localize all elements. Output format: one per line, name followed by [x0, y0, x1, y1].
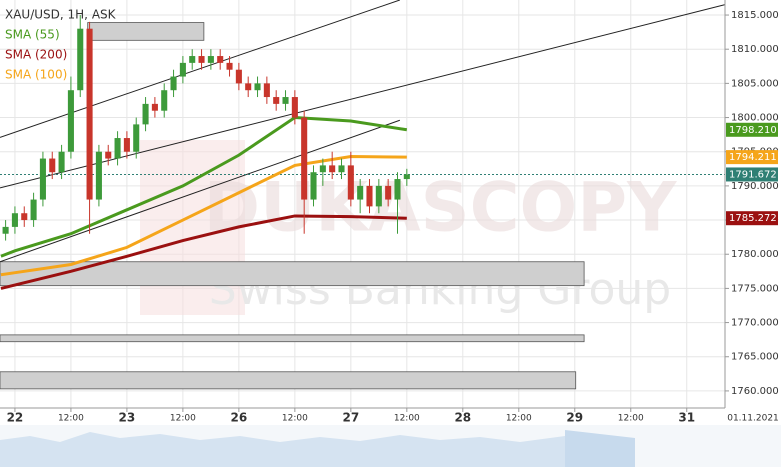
candle-body — [235, 69, 242, 84]
navigator-area — [0, 432, 565, 467]
candle-body — [179, 62, 186, 77]
y-tick-label: 1815.000 — [731, 10, 779, 21]
candle-body — [105, 151, 112, 159]
candle-body — [198, 56, 205, 63]
legend-entry: SMA (100) — [5, 68, 67, 82]
candle-body — [366, 185, 373, 207]
candle-body — [39, 158, 46, 200]
candle-body — [67, 90, 74, 152]
candle-body — [403, 174, 410, 180]
y-tick-label: 1760.000 — [731, 386, 779, 397]
x-tick-label: 29 — [566, 411, 583, 425]
date-label: 01.11.2021 — [727, 414, 779, 424]
candle-body — [301, 117, 308, 200]
candle-body — [142, 103, 149, 125]
candle-body — [375, 185, 382, 207]
legend-entry: SMA (55) — [5, 28, 60, 42]
legend-title: XAU/USD, 1H, ASK — [5, 8, 117, 22]
price-tag-label: 1791.672 — [729, 169, 777, 180]
y-tick-label: 1765.000 — [731, 352, 779, 363]
candle-body — [245, 83, 252, 91]
zone — [0, 334, 585, 343]
candle-body — [161, 90, 168, 111]
candle-body — [58, 151, 65, 173]
legend-entry: SMA (200) — [5, 48, 67, 62]
candle-body — [114, 138, 121, 159]
candle-body — [2, 226, 9, 234]
candle-body — [291, 97, 298, 118]
x-tick-label: 22 — [7, 411, 24, 425]
y-tick-label: 1805.000 — [731, 78, 779, 89]
candle-body — [133, 124, 140, 152]
candle-body — [189, 56, 196, 63]
x-tick-label: 27 — [342, 411, 359, 425]
candle-body — [347, 165, 354, 200]
candle-body — [21, 213, 28, 221]
x-tick-label: 12:00 — [170, 414, 196, 424]
candle-body — [217, 56, 224, 63]
candle-body — [273, 97, 280, 104]
axes: 1760.000 1765.000 1770.000 1775.000 1780.000… — [7, 10, 779, 424]
price-tag-label: 1785.272 — [729, 213, 777, 224]
price-tag — [726, 167, 778, 182]
candle-body — [30, 199, 37, 221]
price-tag — [726, 122, 778, 137]
watermark-text: DUKASCOPY — [204, 169, 678, 248]
candle-body — [394, 179, 401, 200]
candle-body — [357, 185, 364, 200]
sma-line — [0, 214, 407, 290]
x-tick-label: 12:00 — [282, 414, 308, 424]
navigator — [0, 425, 781, 467]
navigator-window — [565, 430, 635, 467]
candle-body — [282, 97, 289, 104]
candle-body — [207, 56, 214, 63]
candle-body — [310, 172, 317, 200]
candle-body — [86, 28, 93, 200]
candle-body — [319, 165, 326, 173]
plot — [0, 0, 725, 390]
zone — [0, 371, 577, 390]
x-tick-label: 12:00 — [394, 414, 420, 424]
x-tick-label: 23 — [119, 411, 136, 425]
candle-body — [338, 165, 345, 173]
y-tick-label: 1790.000 — [731, 181, 779, 192]
candle-body — [11, 213, 18, 227]
candle-body — [170, 76, 177, 91]
zone — [87, 22, 205, 41]
candle-body — [49, 158, 56, 173]
y-tick-label: 1775.000 — [731, 283, 779, 294]
candle-body — [151, 103, 158, 111]
x-tick-label: 26 — [231, 411, 248, 425]
x-tick-label: 12:00 — [618, 414, 644, 424]
candle-body — [263, 83, 270, 98]
price-tag — [726, 150, 778, 165]
x-tick-label: 31 — [678, 411, 695, 425]
trend-line — [0, 119, 400, 263]
legend: XAU/USD, 1H, ASK SMA (55) SMA (200) SMA (1… — [5, 8, 117, 82]
price-tag — [726, 211, 778, 226]
candle-body — [385, 185, 392, 200]
trend-line — [0, 4, 725, 189]
x-tick-label: 28 — [454, 411, 471, 425]
candle-body — [77, 28, 84, 91]
candle-body — [226, 62, 233, 70]
candle-body — [95, 151, 102, 200]
price-tag-label: 1798.210 — [729, 125, 777, 136]
trend-line — [0, 0, 400, 138]
x-tick-label: 12:00 — [58, 414, 84, 424]
price-tag-label: 1794.211 — [729, 152, 777, 163]
y-tick-label: 1810.000 — [731, 44, 779, 55]
candle-body — [254, 83, 261, 91]
y-tick-label: 1800.000 — [731, 113, 779, 124]
x-tick-label: 12:00 — [506, 414, 532, 424]
sma-line — [0, 116, 408, 258]
candle-body — [329, 165, 336, 173]
zone — [0, 261, 585, 287]
y-tick-label: 1780.000 — [731, 249, 779, 260]
candle-body — [123, 138, 130, 152]
y-tick-label: 1770.000 — [731, 318, 779, 329]
